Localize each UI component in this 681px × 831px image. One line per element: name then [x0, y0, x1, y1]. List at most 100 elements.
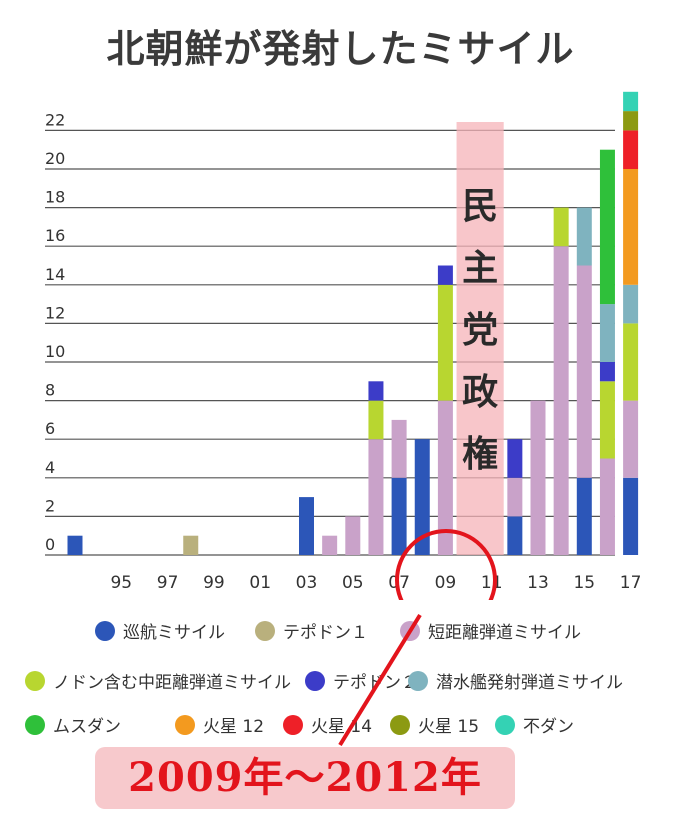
legend-label: 火星 14: [311, 717, 373, 737]
highlight-circle: [395, 529, 497, 600]
bar-segment-taepodong1: [183, 535, 199, 555]
bar-segment-cruise: [576, 477, 592, 555]
bar-segment-slbm: [599, 304, 615, 362]
legend-swatch: [25, 670, 45, 691]
plot-area: 民主党政権 0 2 4 6 8 10 12 14 16 18 20 22 95 97 99 01 03 05 07…: [45, 91, 642, 600]
legend-swatch: [25, 714, 45, 735]
bar-segment-cruise: [299, 497, 314, 555]
legend-label: テポドン２: [333, 673, 418, 693]
legend-item-unknown: 不ダン: [495, 712, 574, 737]
x-tick-label: 11: [481, 573, 503, 593]
x-tick-label: 05: [342, 573, 364, 593]
legend-label: ムスダン: [53, 717, 121, 737]
legend-label: 巡航ミサイル: [123, 623, 225, 643]
y-tick-label: 8: [45, 381, 55, 400]
bar-segment-short: [507, 477, 523, 517]
bar-segment-nodong: [368, 400, 384, 440]
legend-item-taepodong2: テポドン２: [305, 668, 418, 693]
bar-segment-unknown: [623, 91, 639, 112]
bar-segment-short: [623, 400, 639, 478]
legend-label: 不ダン: [523, 717, 574, 737]
annotation-circle: [395, 529, 497, 600]
y-tick-label: 12: [45, 303, 65, 322]
legend-label: テポドン１: [283, 623, 368, 643]
legend-label: 火星 12: [203, 717, 265, 737]
x-tick-label: 97: [157, 573, 179, 593]
y-tick-label: 14: [45, 265, 65, 284]
bar-segment-short: [391, 419, 407, 478]
bar-segment-hwasong14: [623, 130, 639, 169]
bars: [67, 91, 639, 555]
y-axis-ticks: 0 2 4 6 8 10 12 14 16 18 20 22: [45, 110, 65, 554]
party-band-rect: [456, 122, 504, 555]
y-tick-label: 16: [45, 226, 65, 245]
bar-segment-nodong: [437, 284, 453, 401]
x-tick-label: 95: [110, 573, 132, 593]
x-tick-label: 15: [573, 573, 595, 593]
legend-item-short: 短距離弾道ミサイル: [400, 618, 581, 643]
legend-swatch: [495, 714, 515, 735]
bar-segment-nodong: [599, 381, 615, 459]
bar-segment-short: [322, 535, 338, 555]
period-label: 2009年～2012年: [95, 747, 515, 809]
bar-segment-short: [553, 246, 569, 555]
party-band: 民主党政権: [456, 122, 504, 555]
legend-swatch: [400, 620, 420, 641]
legend-item-hwasong12: 火星 12: [175, 712, 264, 737]
x-tick-label: 03: [296, 573, 318, 593]
bar-segment-cruise: [414, 439, 430, 555]
x-tick-label: 09: [435, 573, 457, 593]
x-tick-label: 01: [249, 573, 271, 593]
legend-swatch: [305, 670, 325, 691]
bar-segment-slbm: [576, 207, 592, 266]
legend-swatch: [390, 714, 410, 735]
y-tick-label: 20: [45, 149, 65, 168]
x-tick-label: 07: [388, 573, 410, 593]
legend-item-hwasong14: 火星 14: [283, 712, 372, 737]
bar-segment-short: [530, 400, 546, 555]
bar-segment-short: [345, 516, 361, 555]
bar-segment-nodong: [623, 323, 639, 401]
y-tick-label: 18: [45, 188, 65, 207]
bar-segment-cruise: [623, 477, 639, 555]
bar-segment-cruise: [507, 516, 523, 555]
bar-segment-hwasong15: [623, 111, 639, 131]
bar-segment-short: [368, 439, 384, 555]
party-band-label: 民主党政権: [462, 185, 498, 475]
x-tick-label: 99: [203, 573, 225, 593]
bar-segment-musudan: [599, 149, 615, 305]
legend-item-taepodong1: テポドン１: [255, 618, 368, 643]
legend-item-musudan: ムスダン: [25, 712, 121, 737]
legend-label: 潜水艦発射弾道ミサイル: [436, 673, 623, 693]
y-tick-label: 2: [45, 496, 55, 515]
legend-swatch: [283, 714, 303, 735]
legend-label: 短距離弾道ミサイル: [428, 623, 581, 643]
y-tick-label: 6: [45, 419, 55, 438]
gridlines: [45, 129, 615, 556]
legend-item-cruise: 巡航ミサイル: [95, 618, 225, 643]
x-tick-label: 13: [527, 573, 549, 593]
legend-item-hwasong15: 火星 15: [390, 712, 479, 737]
legend-item-nodong: ノドン含む中距離弾道ミサイル: [25, 668, 291, 693]
legend-swatch: [408, 670, 428, 691]
legend-item-slbm: 潜水艦発射弾道ミサイル: [408, 668, 623, 693]
bar-segment-nodong: [553, 207, 569, 247]
y-tick-label: 4: [45, 458, 55, 477]
x-tick-label: 17: [620, 573, 642, 593]
bar-segment-taepodong2: [599, 362, 615, 382]
y-tick-label: 10: [45, 342, 65, 361]
bar-segment-cruise: [391, 477, 407, 555]
y-tick-label: 22: [45, 110, 65, 129]
bar-segment-short: [437, 400, 453, 555]
legend-label: 火星 15: [418, 717, 480, 737]
legend-label: ノドン含む中距離弾道ミサイル: [53, 673, 291, 693]
legend-swatch: [255, 620, 275, 641]
bar-segment-taepodong2: [437, 265, 453, 285]
bar-segment-hwasong12: [623, 169, 639, 285]
bar-segment-taepodong2: [368, 381, 384, 401]
y-tick-label: 0: [45, 535, 55, 554]
bar-segment-short: [599, 458, 615, 555]
legend-swatch: [95, 620, 115, 641]
bar-segment-taepodong2: [507, 439, 523, 478]
legend-swatch: [175, 714, 195, 735]
